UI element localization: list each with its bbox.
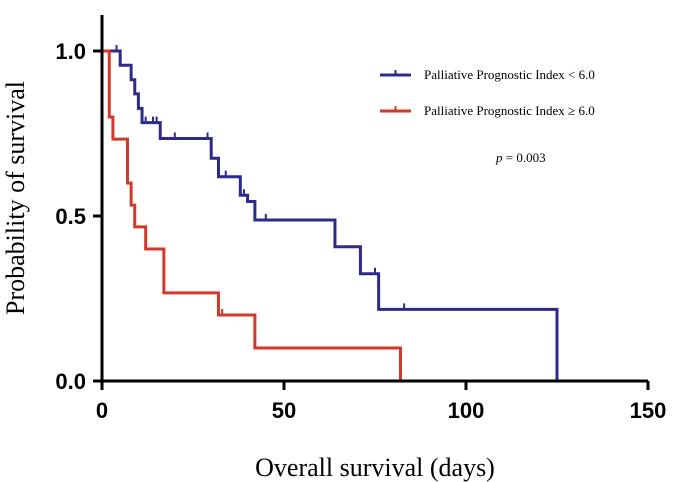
- series-1: [102, 45, 559, 381]
- p-value-annotation: p = 0.003: [495, 150, 546, 165]
- y-tick-label: 0.0: [55, 369, 86, 394]
- legend-item-ppi-6-or-above: Palliative Prognostic Index ≥ 6.0: [380, 103, 595, 118]
- x-tick-label: 50: [272, 398, 296, 423]
- series-1-line: [102, 49, 559, 381]
- x-axis-title: Overall survival (days): [255, 453, 495, 482]
- y-tick-label: 1.0: [55, 39, 86, 64]
- x-tick-label: 150: [630, 398, 667, 423]
- y-ticks: 0.0 0.5 1.0: [55, 39, 102, 394]
- p-value-symbol: p: [495, 150, 503, 165]
- series-layer: [102, 45, 559, 381]
- x-tick-label: 0: [96, 398, 108, 423]
- legend-label-ppi-6-or-above: Palliative Prognostic Index ≥ 6.0: [424, 103, 595, 118]
- y-axis-title: Probability of survival: [1, 81, 30, 315]
- p-value-text: = 0.003: [503, 150, 546, 165]
- y-tick-label: 0.5: [55, 204, 86, 229]
- legend: Palliative Prognostic Index < 6.0 Pallia…: [380, 67, 595, 118]
- legend-item-ppi-below-6: Palliative Prognostic Index < 6.0: [380, 67, 595, 82]
- x-tick-label: 100: [448, 398, 485, 423]
- series-2: [102, 49, 402, 381]
- x-ticks: 0 50 100 150: [96, 381, 666, 423]
- legend-label-ppi-below-6: Palliative Prognostic Index < 6.0: [424, 67, 595, 82]
- series-2-line: [102, 49, 402, 381]
- plot-area: 0 50 100 150 0.0 0.5 1.0: [55, 15, 666, 423]
